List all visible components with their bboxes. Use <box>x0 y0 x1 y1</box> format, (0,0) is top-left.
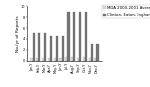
Bar <box>50 36 52 61</box>
Bar <box>38 33 40 61</box>
Bar <box>73 12 75 61</box>
Bar <box>44 33 46 61</box>
Bar <box>71 57 73 61</box>
Bar <box>77 58 79 61</box>
Legend: MDA 2000-2001 Average, Clinton, Eaton, Ingham RUsick2 Average: MDA 2000-2001 Average, Clinton, Eaton, I… <box>102 5 150 18</box>
Bar <box>91 44 93 61</box>
Bar <box>54 58 56 61</box>
Bar <box>48 58 50 61</box>
Bar <box>60 58 62 61</box>
Bar <box>36 58 38 61</box>
Bar <box>94 58 96 61</box>
Bar <box>79 12 81 61</box>
Bar <box>65 57 67 61</box>
Bar <box>30 58 33 61</box>
Bar <box>33 33 35 61</box>
Y-axis label: No./yr of Reports: No./yr of Reports <box>16 15 20 52</box>
Bar <box>67 12 69 61</box>
Bar <box>56 36 58 61</box>
Bar <box>96 44 99 61</box>
Bar <box>89 58 91 61</box>
Bar <box>83 57 85 61</box>
Bar <box>42 58 44 61</box>
Bar <box>62 36 64 61</box>
Bar <box>85 12 87 61</box>
